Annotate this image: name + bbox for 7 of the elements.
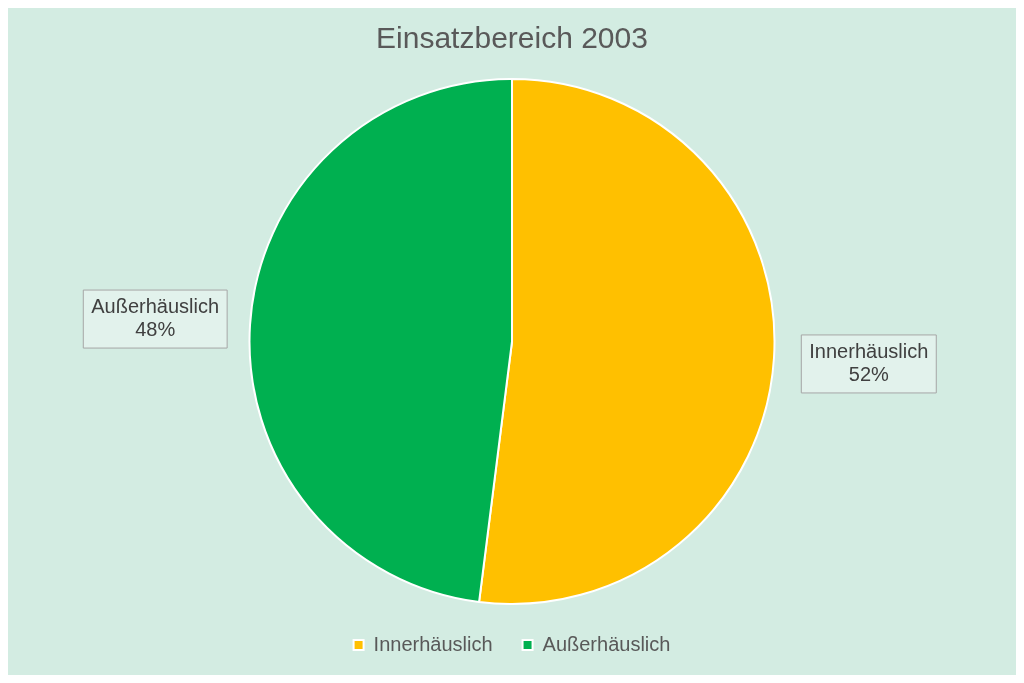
data-label: 52% <box>848 362 890 385</box>
slice-label: Innerhäuslich <box>809 339 929 362</box>
legend-label: Innerhäuslich <box>373 632 493 655</box>
data-label: 48% <box>135 318 176 341</box>
slice-label: Außerhäuslich <box>91 295 220 318</box>
chart-title: Einsatzbereich 2003 <box>376 21 648 55</box>
legend-label: Außerhäuslich <box>542 632 671 655</box>
